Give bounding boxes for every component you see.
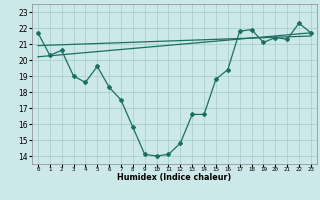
X-axis label: Humidex (Indice chaleur): Humidex (Indice chaleur) — [117, 173, 232, 182]
